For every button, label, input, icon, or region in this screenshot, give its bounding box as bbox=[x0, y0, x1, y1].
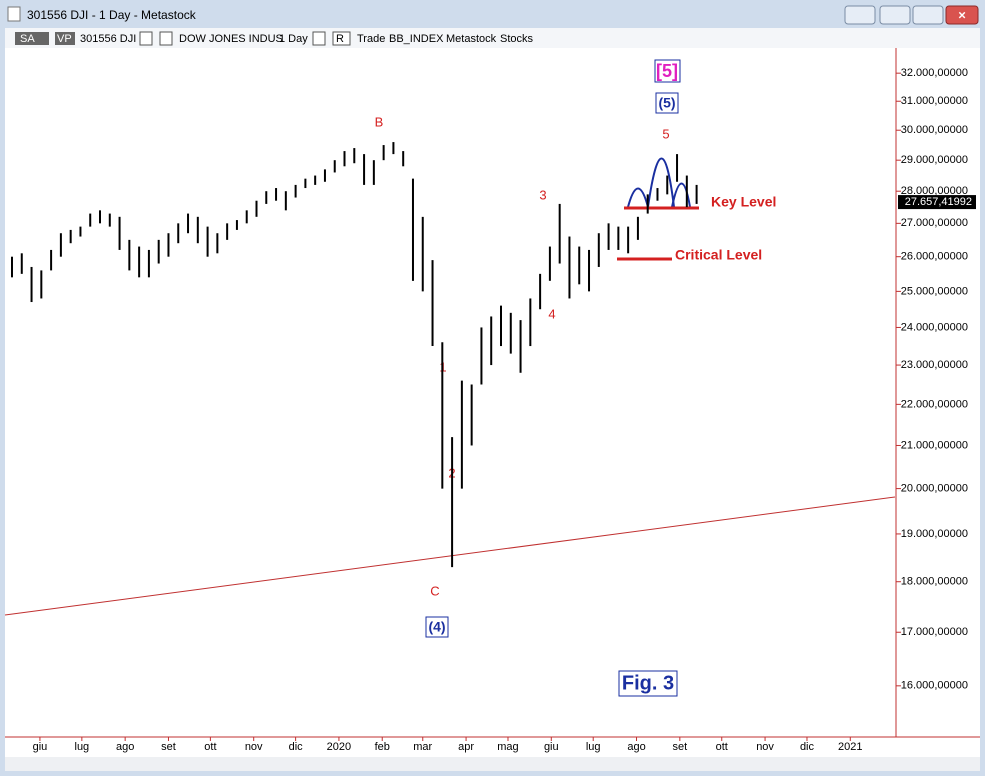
scrollbar[interactable] bbox=[5, 757, 980, 771]
y-tick-label: 16.000,00000 bbox=[901, 680, 968, 692]
window-buttons[interactable]: × bbox=[844, 5, 979, 25]
y-tick-label: 18.000,00000 bbox=[901, 576, 968, 588]
y-tick-label: 30.000,00000 bbox=[901, 124, 968, 136]
y-tick-label: 20.000,00000 bbox=[901, 483, 968, 495]
y-tick-label: 31.000,00000 bbox=[901, 95, 968, 107]
x-tick-label: nov bbox=[245, 741, 263, 753]
dropdown[interactable] bbox=[139, 31, 153, 46]
y-tick-label: 17.000,00000 bbox=[901, 626, 968, 638]
toolbar bbox=[5, 28, 980, 48]
y-tick-label: 32.000,00000 bbox=[901, 67, 968, 79]
wave-label: 5 bbox=[662, 126, 669, 141]
wave-label: C bbox=[430, 583, 439, 598]
toolbar-sa: SA bbox=[20, 33, 35, 45]
y-tick-label: 27.000,00000 bbox=[901, 217, 968, 229]
fig-box bbox=[618, 670, 678, 697]
label-box bbox=[425, 616, 449, 638]
wave-label: 3 bbox=[539, 187, 546, 202]
period-dropdown[interactable] bbox=[312, 31, 326, 46]
toolbar-r: R bbox=[336, 33, 344, 45]
x-tick-label: lug bbox=[586, 741, 601, 753]
last-price-box bbox=[898, 195, 976, 210]
toolbar-trade: Trade bbox=[357, 33, 385, 45]
y-tick-label: 28.000,00000 bbox=[901, 185, 968, 197]
x-tick-label: dic bbox=[289, 741, 304, 753]
x-tick-label: dic bbox=[800, 741, 815, 753]
app-icon bbox=[7, 6, 21, 22]
x-tick-label: lug bbox=[75, 741, 90, 753]
y-tick-label: 29.000,00000 bbox=[901, 154, 968, 166]
degree-label: (5) bbox=[658, 95, 675, 111]
annotations: B C 1 2 3 4 5 [5] (5) (4) Key Level Crit… bbox=[375, 59, 776, 697]
y-tick-label: 19.000,00000 bbox=[901, 528, 968, 540]
toolbar-period: 1 Day bbox=[279, 33, 308, 45]
close-icon: × bbox=[958, 7, 966, 22]
toolbar-type: Stocks bbox=[500, 33, 534, 45]
toolbar-index: BB_INDEX bbox=[389, 33, 444, 45]
vp-button[interactable] bbox=[55, 32, 75, 45]
y-tick-label: 26.000,00000 bbox=[901, 251, 968, 263]
x-tick-label: ago bbox=[627, 741, 645, 753]
x-tick-label: mar bbox=[413, 741, 432, 753]
r-button[interactable] bbox=[332, 31, 351, 46]
toolbar-name: DOW JONES INDUS bbox=[179, 33, 283, 45]
sa-button[interactable] bbox=[15, 32, 49, 45]
toolbar-symbol: 301556 DJI bbox=[80, 33, 136, 45]
degree-label: [5] bbox=[656, 61, 678, 81]
wave-label: B bbox=[375, 114, 384, 129]
x-tick-label: ott bbox=[716, 741, 728, 753]
toolbar-source: Metastock bbox=[446, 33, 497, 45]
last-price-label: 27.657,41992 bbox=[905, 196, 972, 208]
y-tick-label: 25.000,00000 bbox=[901, 285, 968, 297]
x-tick-label: giu bbox=[33, 741, 48, 753]
y-tick-label: 22.000,00000 bbox=[901, 398, 968, 410]
maximize-button[interactable] bbox=[912, 5, 944, 25]
restore-button[interactable] bbox=[844, 5, 876, 25]
critical-level-label: Critical Level bbox=[675, 247, 762, 263]
x-tick-label: 2020 bbox=[327, 741, 351, 753]
minimize-button[interactable] bbox=[879, 5, 911, 25]
x-tick-label: set bbox=[672, 741, 687, 753]
fig-label: Fig. 3 bbox=[622, 672, 674, 694]
label-box bbox=[655, 92, 679, 114]
window-title: 301556 DJI - 1 Day - Metastock bbox=[27, 8, 197, 22]
chart-panel bbox=[5, 28, 980, 770]
x-tick-label: ott bbox=[204, 741, 216, 753]
y-tick-label: 23.000,00000 bbox=[901, 359, 968, 371]
arcs bbox=[627, 157, 691, 208]
x-tick-label: 2021 bbox=[838, 741, 862, 753]
x-tick-label: nov bbox=[756, 741, 774, 753]
toggle[interactable] bbox=[159, 31, 173, 46]
toolbar-vp: VP bbox=[57, 33, 72, 45]
y-tick-label: 21.000,00000 bbox=[901, 439, 968, 451]
y-tick-label: 24.000,00000 bbox=[901, 321, 968, 333]
wave-label: 4 bbox=[548, 306, 555, 321]
x-tick-label: giu bbox=[544, 741, 559, 753]
trendline bbox=[4, 496, 896, 616]
key-level-label: Key Level bbox=[711, 194, 776, 210]
x-tick-label: set bbox=[161, 741, 176, 753]
x-tick-label: mag bbox=[497, 741, 518, 753]
x-tick-label: ago bbox=[116, 741, 134, 753]
close-button[interactable] bbox=[945, 5, 979, 25]
degree-label: (4) bbox=[428, 619, 445, 635]
label-box bbox=[654, 59, 681, 83]
x-tick-label: feb bbox=[375, 741, 390, 753]
x-tick-label: apr bbox=[458, 741, 474, 753]
